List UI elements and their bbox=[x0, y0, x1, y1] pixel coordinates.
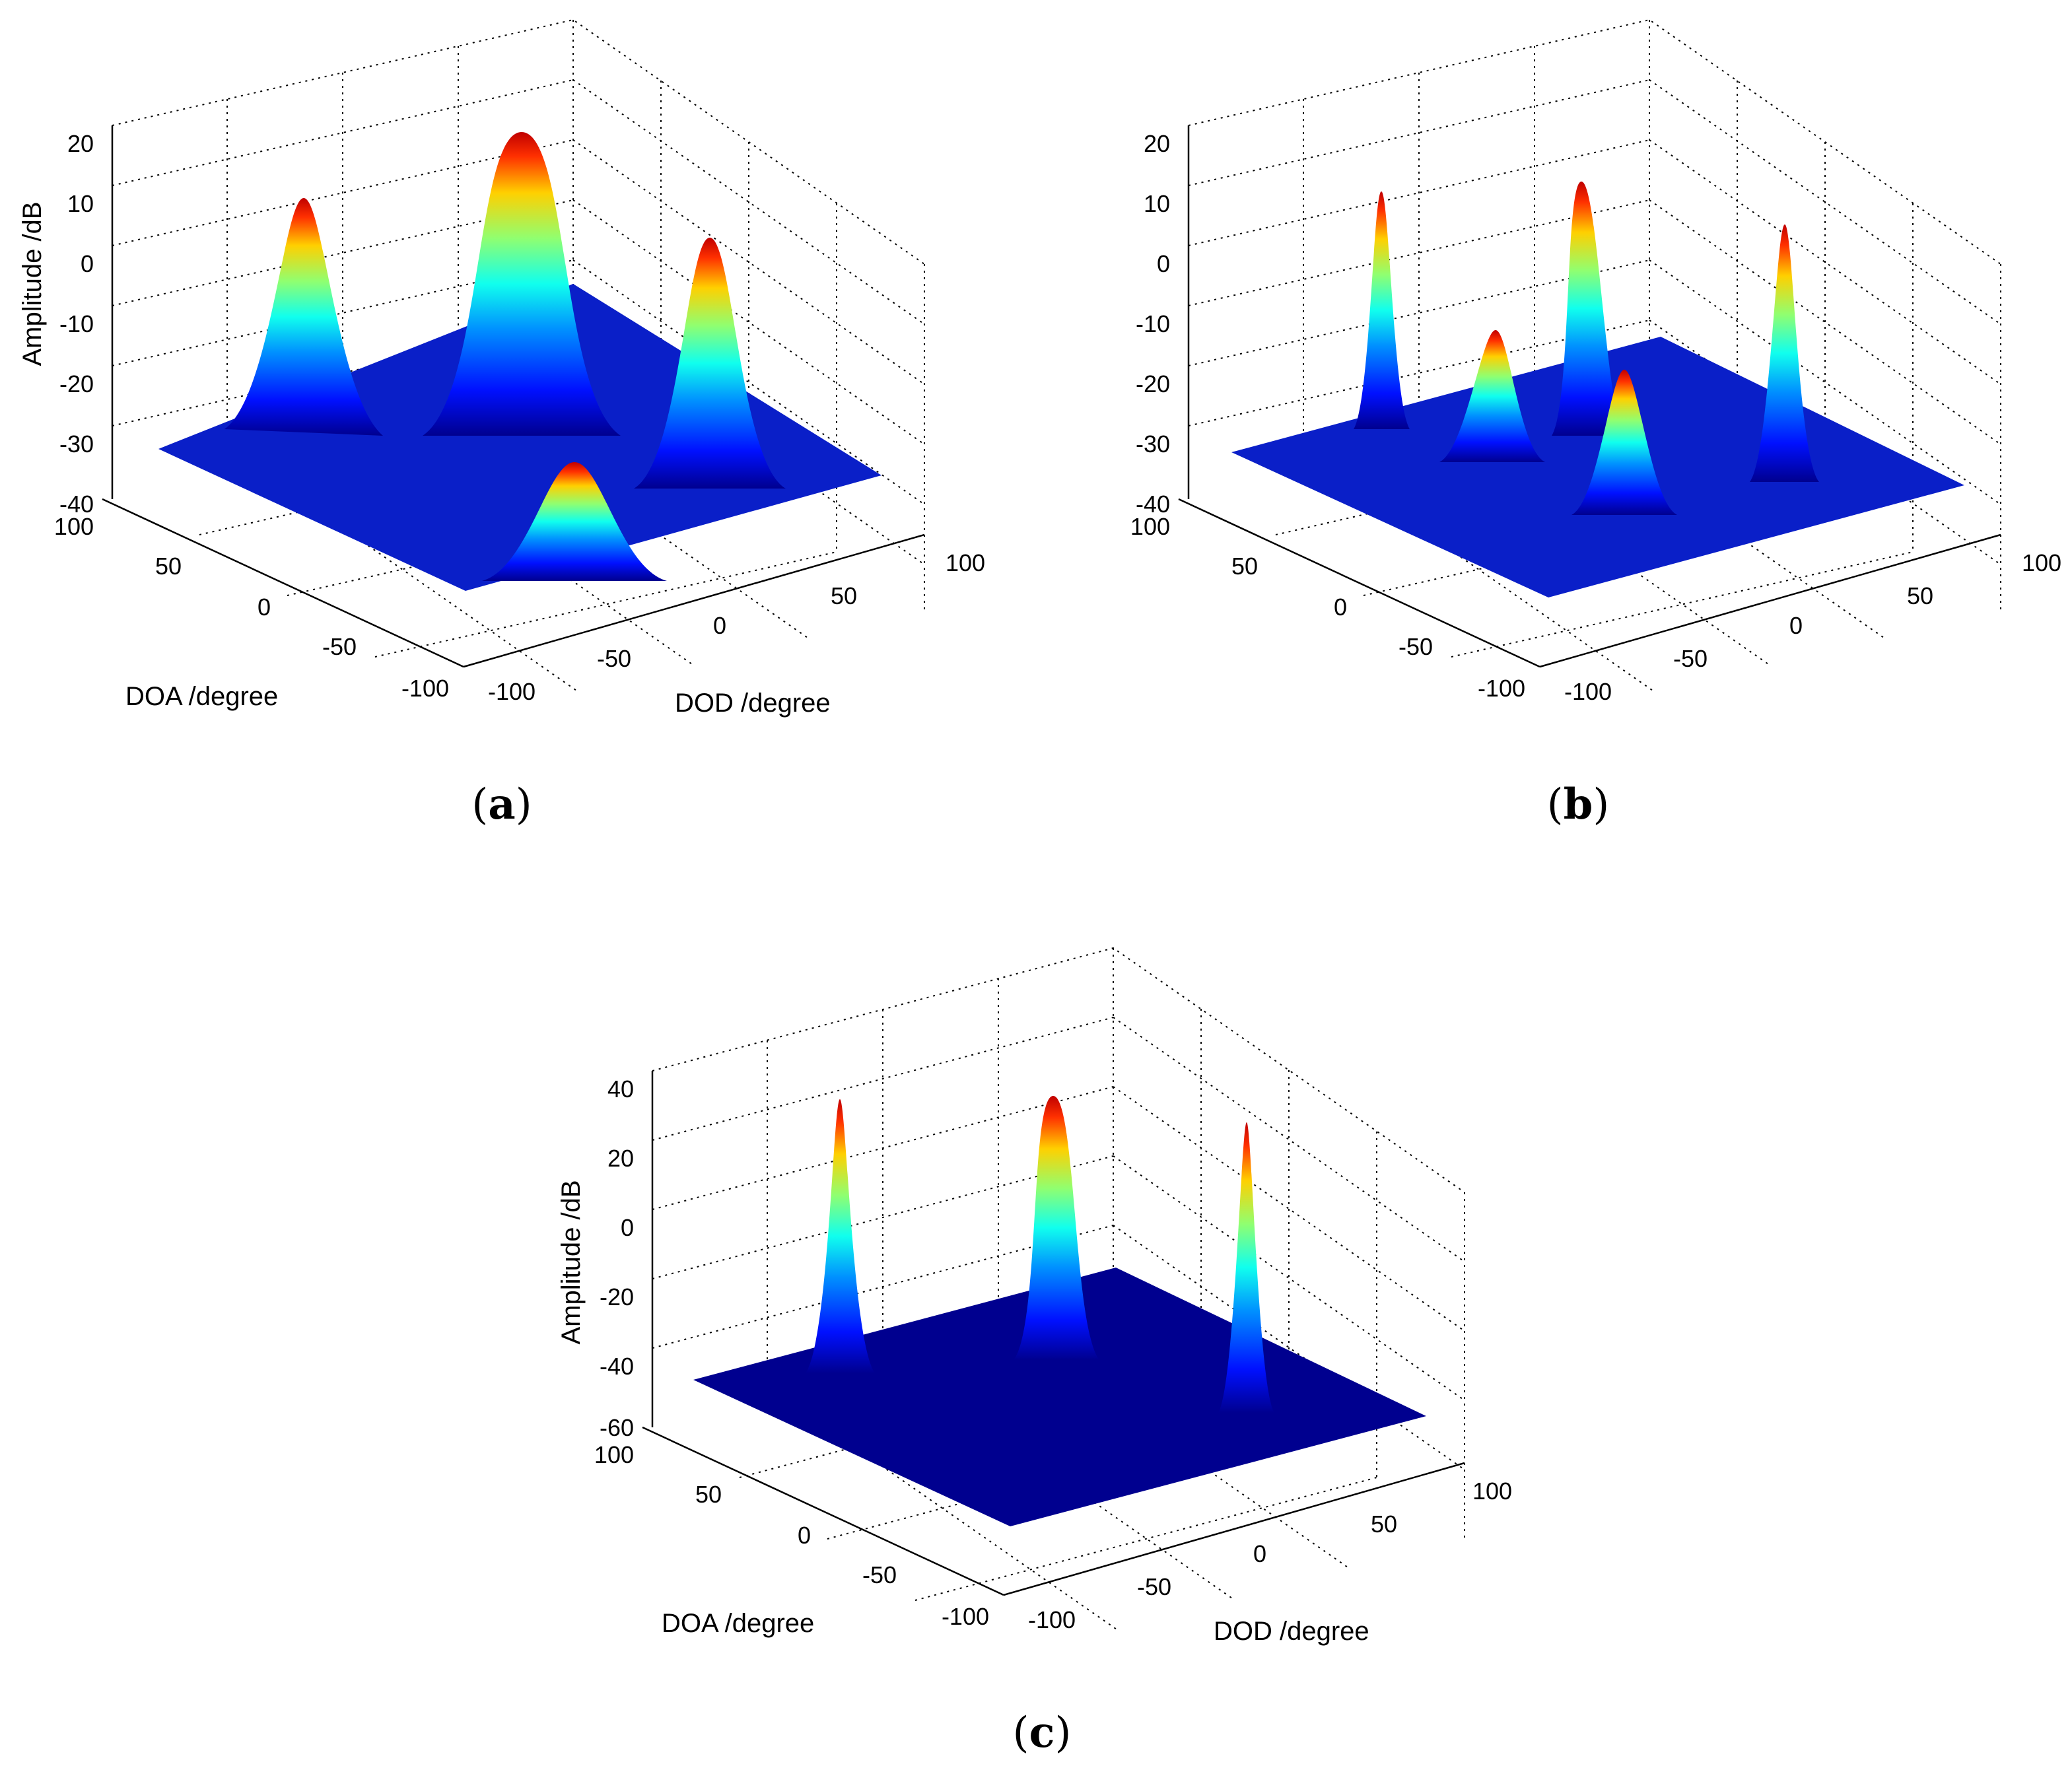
panel-b-x-tick-2: 50 bbox=[1231, 553, 1258, 580]
panel-c-x-tick-5: -100 bbox=[942, 1603, 989, 1630]
panel-a-caption: (a) bbox=[471, 780, 532, 829]
panel-c-z-tick-2: 20 bbox=[607, 1145, 634, 1172]
panel-b-peak-2 bbox=[1552, 182, 1624, 436]
panel-a-peak-2 bbox=[423, 132, 621, 436]
panel-a-z-tick-5: -20 bbox=[59, 370, 94, 397]
panel-c-x-ticks: 100 50 0 -50 -100 bbox=[594, 1441, 989, 1630]
panel-c-z-ticks: 40 20 0 -20 -40 -60 bbox=[600, 1075, 634, 1441]
panel-b-peak-4 bbox=[1439, 330, 1545, 462]
panel-b-peak-1 bbox=[1354, 191, 1410, 429]
panel-b-z-ticks: 20 10 0 -10 -20 -30 -40 bbox=[1136, 130, 1170, 518]
panel-c-z-label: Amplitude /dB bbox=[557, 1180, 586, 1344]
panel-a-surface-floor bbox=[158, 284, 881, 591]
panel-c-y-label: DOD /degree bbox=[1214, 1617, 1369, 1646]
panel-a-x-tick-5: -100 bbox=[401, 675, 449, 702]
panel-a-z-ticks: 20 10 0 -10 -20 -30 -40 bbox=[59, 130, 94, 518]
panel-c-y-ticks: -100 -50 0 50 100 bbox=[1028, 1477, 1512, 1633]
panel-b-z-tick-7: -40 bbox=[1136, 491, 1170, 518]
panel-c-x-tick-4: -50 bbox=[862, 1561, 897, 1588]
panel-b-y-tick-1: -100 bbox=[1564, 678, 1612, 705]
panel-c-peak-3 bbox=[1218, 1122, 1274, 1413]
panel-a-x-tick-4: -50 bbox=[322, 633, 357, 660]
panel-b-y-tick-5: 100 bbox=[2022, 549, 2061, 576]
panel-a-z-tick-7: -40 bbox=[59, 491, 94, 518]
panel-a-peak-1 bbox=[224, 198, 383, 436]
panel-c-y-tick-4: 50 bbox=[1371, 1511, 1397, 1538]
panel-a-y-tick-1: -100 bbox=[488, 678, 535, 705]
panel-a-x-tick-2: 50 bbox=[155, 553, 182, 580]
panel-c-x-tick-3: 0 bbox=[798, 1522, 811, 1549]
panel-a-y-ticks: -100 -50 0 50 100 bbox=[488, 549, 985, 705]
panel-b-x-ticks: 100 50 0 -50 -100 bbox=[1130, 513, 1525, 702]
panel-b-axes bbox=[1178, 125, 2001, 668]
panel-a-peak-4 bbox=[482, 462, 667, 581]
panel-c-y-tick-3: 0 bbox=[1253, 1540, 1266, 1567]
panel-a-x-tick-3: 0 bbox=[258, 594, 271, 621]
panel-c-axes bbox=[642, 1071, 1465, 1596]
panel-a-z-tick-4: -10 bbox=[59, 310, 94, 337]
panel-c-z-tick-5: -40 bbox=[600, 1353, 634, 1380]
panel-c-x-label: DOA /degree bbox=[662, 1609, 814, 1638]
panel-b-x-tick-5: -100 bbox=[1478, 675, 1525, 702]
panel-b-z-tick-1: 20 bbox=[1144, 130, 1170, 157]
panel-c-z-tick-6: -60 bbox=[600, 1414, 634, 1441]
panel-c-y-tick-5: 100 bbox=[1472, 1477, 1512, 1505]
panel-a: 20 10 0 -10 -20 -30 -40 100 50 0 -50 -10… bbox=[18, 18, 985, 829]
panel-a-y-label: DOD /degree bbox=[675, 689, 831, 718]
panel-a-x-tick-1: 100 bbox=[54, 513, 94, 540]
panel-b-y-tick-4: 50 bbox=[1907, 582, 1933, 609]
panel-c-surface bbox=[693, 1096, 1426, 1526]
panel-b-x-tick-4: -50 bbox=[1399, 633, 1433, 660]
panel-a-surface bbox=[158, 132, 881, 591]
panel-c-x-tick-1: 100 bbox=[594, 1441, 634, 1468]
panel-c-z-tick-4: -20 bbox=[600, 1283, 634, 1310]
panel-b-peak-5 bbox=[1571, 370, 1677, 515]
panel-c-z-tick-3: 0 bbox=[621, 1214, 634, 1241]
panel-a-z-tick-2: 10 bbox=[67, 190, 94, 217]
panel-a-z-label: Amplitude /dB bbox=[18, 201, 47, 366]
panel-b-x-tick-1: 100 bbox=[1130, 513, 1170, 540]
panel-c-z-tick-1: 40 bbox=[607, 1075, 634, 1103]
panel-b: 20 10 0 -10 -20 -30 -40 100 50 0 -50 -10… bbox=[1130, 18, 2061, 829]
panel-a-z-tick-1: 20 bbox=[67, 130, 94, 157]
panel-a-z-tick-6: -30 bbox=[59, 430, 94, 458]
panel-a-axes bbox=[102, 125, 925, 668]
panel-c: 40 20 0 -20 -40 -60 100 50 0 -50 -100 -1… bbox=[557, 947, 1512, 1757]
panel-a-x-ticks: 100 50 0 -50 -100 bbox=[54, 513, 449, 702]
panel-b-z-tick-2: 10 bbox=[1144, 190, 1170, 217]
panel-b-peak-3 bbox=[1750, 224, 1819, 482]
panel-c-y-tick-2: -50 bbox=[1137, 1573, 1171, 1600]
panel-b-z-tick-3: 0 bbox=[1157, 250, 1170, 277]
panel-b-y-ticks: -100 -50 0 50 100 bbox=[1564, 549, 2061, 705]
panel-b-y-tick-2: -50 bbox=[1673, 645, 1708, 672]
panel-c-x-tick-2: 50 bbox=[695, 1481, 722, 1508]
panel-a-x-label: DOA /degree bbox=[125, 682, 278, 711]
panel-a-y-tick-4: 50 bbox=[831, 582, 857, 609]
panel-b-caption: (b) bbox=[1547, 780, 1610, 829]
panel-b-y-tick-3: 0 bbox=[1789, 612, 1803, 639]
panel-b-surface bbox=[1231, 182, 1964, 597]
panel-b-x-tick-3: 0 bbox=[1334, 594, 1347, 621]
panel-b-z-tick-4: -10 bbox=[1136, 310, 1170, 337]
panel-c-caption: (c) bbox=[1013, 1708, 1072, 1757]
panel-c-peak-1 bbox=[806, 1099, 875, 1373]
panel-a-y-tick-5: 100 bbox=[946, 549, 985, 576]
panel-b-z-tick-6: -30 bbox=[1136, 430, 1170, 458]
panel-a-peak-3 bbox=[634, 238, 786, 489]
panel-a-y-tick-3: 0 bbox=[713, 612, 726, 639]
panel-a-z-tick-3: 0 bbox=[81, 250, 94, 277]
panel-c-peak-2 bbox=[1014, 1096, 1099, 1360]
panel-c-y-tick-1: -100 bbox=[1028, 1606, 1076, 1633]
panel-a-y-tick-2: -50 bbox=[597, 645, 631, 672]
panel-b-z-tick-5: -20 bbox=[1136, 370, 1170, 397]
